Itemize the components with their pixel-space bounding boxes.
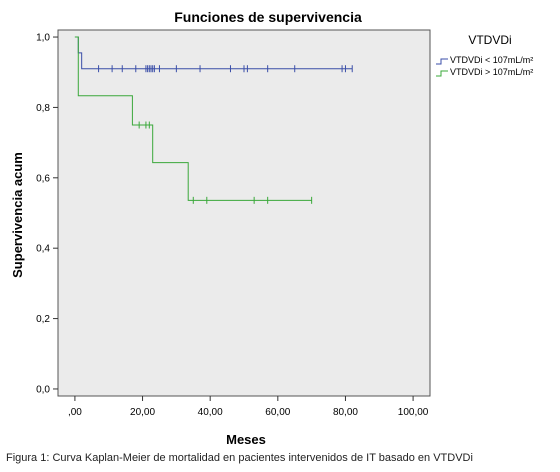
legend-item: VTDVDi < 107mL/m² — [436, 55, 533, 65]
plot-area — [57, 29, 431, 397]
y-tick-label: 0,4 — [36, 244, 50, 255]
legend-item: VTDVDi > 107mL/m² — [436, 67, 533, 77]
series-layer — [74, 36, 353, 204]
x-axis: ,00 20,00 40,00 60,00 80,00 100,00 — [68, 396, 429, 418]
legend-swatch — [436, 70, 448, 77]
x-tick-label: ,00 — [68, 407, 82, 418]
y-tick-label: 1,0 — [36, 33, 50, 44]
x-tick-label: 20,00 — [130, 407, 155, 418]
chart-title: Funciones de supervivencia — [174, 9, 362, 25]
legend-label: VTDVDi > 107mL/m² — [450, 67, 533, 77]
figure-caption: Figura 1: Curva Kaplan-Meier de mortalid… — [6, 452, 473, 464]
survival-step-line — [74, 36, 312, 201]
y-tick-label: 0,6 — [36, 173, 50, 184]
series-2 — [74, 36, 313, 204]
kaplan-meier-chart: Funciones de supervivencia 0,00,20,40,60… — [10, 9, 533, 447]
y-axis-label: Supervivencia acum — [10, 152, 25, 278]
y-axis: 0,0 0,2 0,4 0,6 0,8 1,0 — [36, 33, 58, 395]
legend-swatch — [436, 58, 448, 65]
x-axis-label: Meses — [226, 432, 266, 447]
x-tick-label: 40,00 — [198, 407, 223, 418]
x-tick-label: 60,00 — [265, 407, 290, 418]
legend-title: VTDVDi — [468, 33, 511, 47]
y-tick-label: 0,8 — [36, 103, 50, 114]
x-tick-label: 80,00 — [333, 407, 358, 418]
y-tick-label: 0,0 — [36, 384, 50, 395]
legend-label: VTDVDi < 107mL/m² — [450, 55, 533, 65]
x-tick-label: 100,00 — [398, 407, 429, 418]
y-tick-label: 0,2 — [36, 314, 50, 325]
legend: VTDVDi VTDVDi < 107mL/m² VTDVDi > 107mL/m… — [436, 33, 533, 77]
